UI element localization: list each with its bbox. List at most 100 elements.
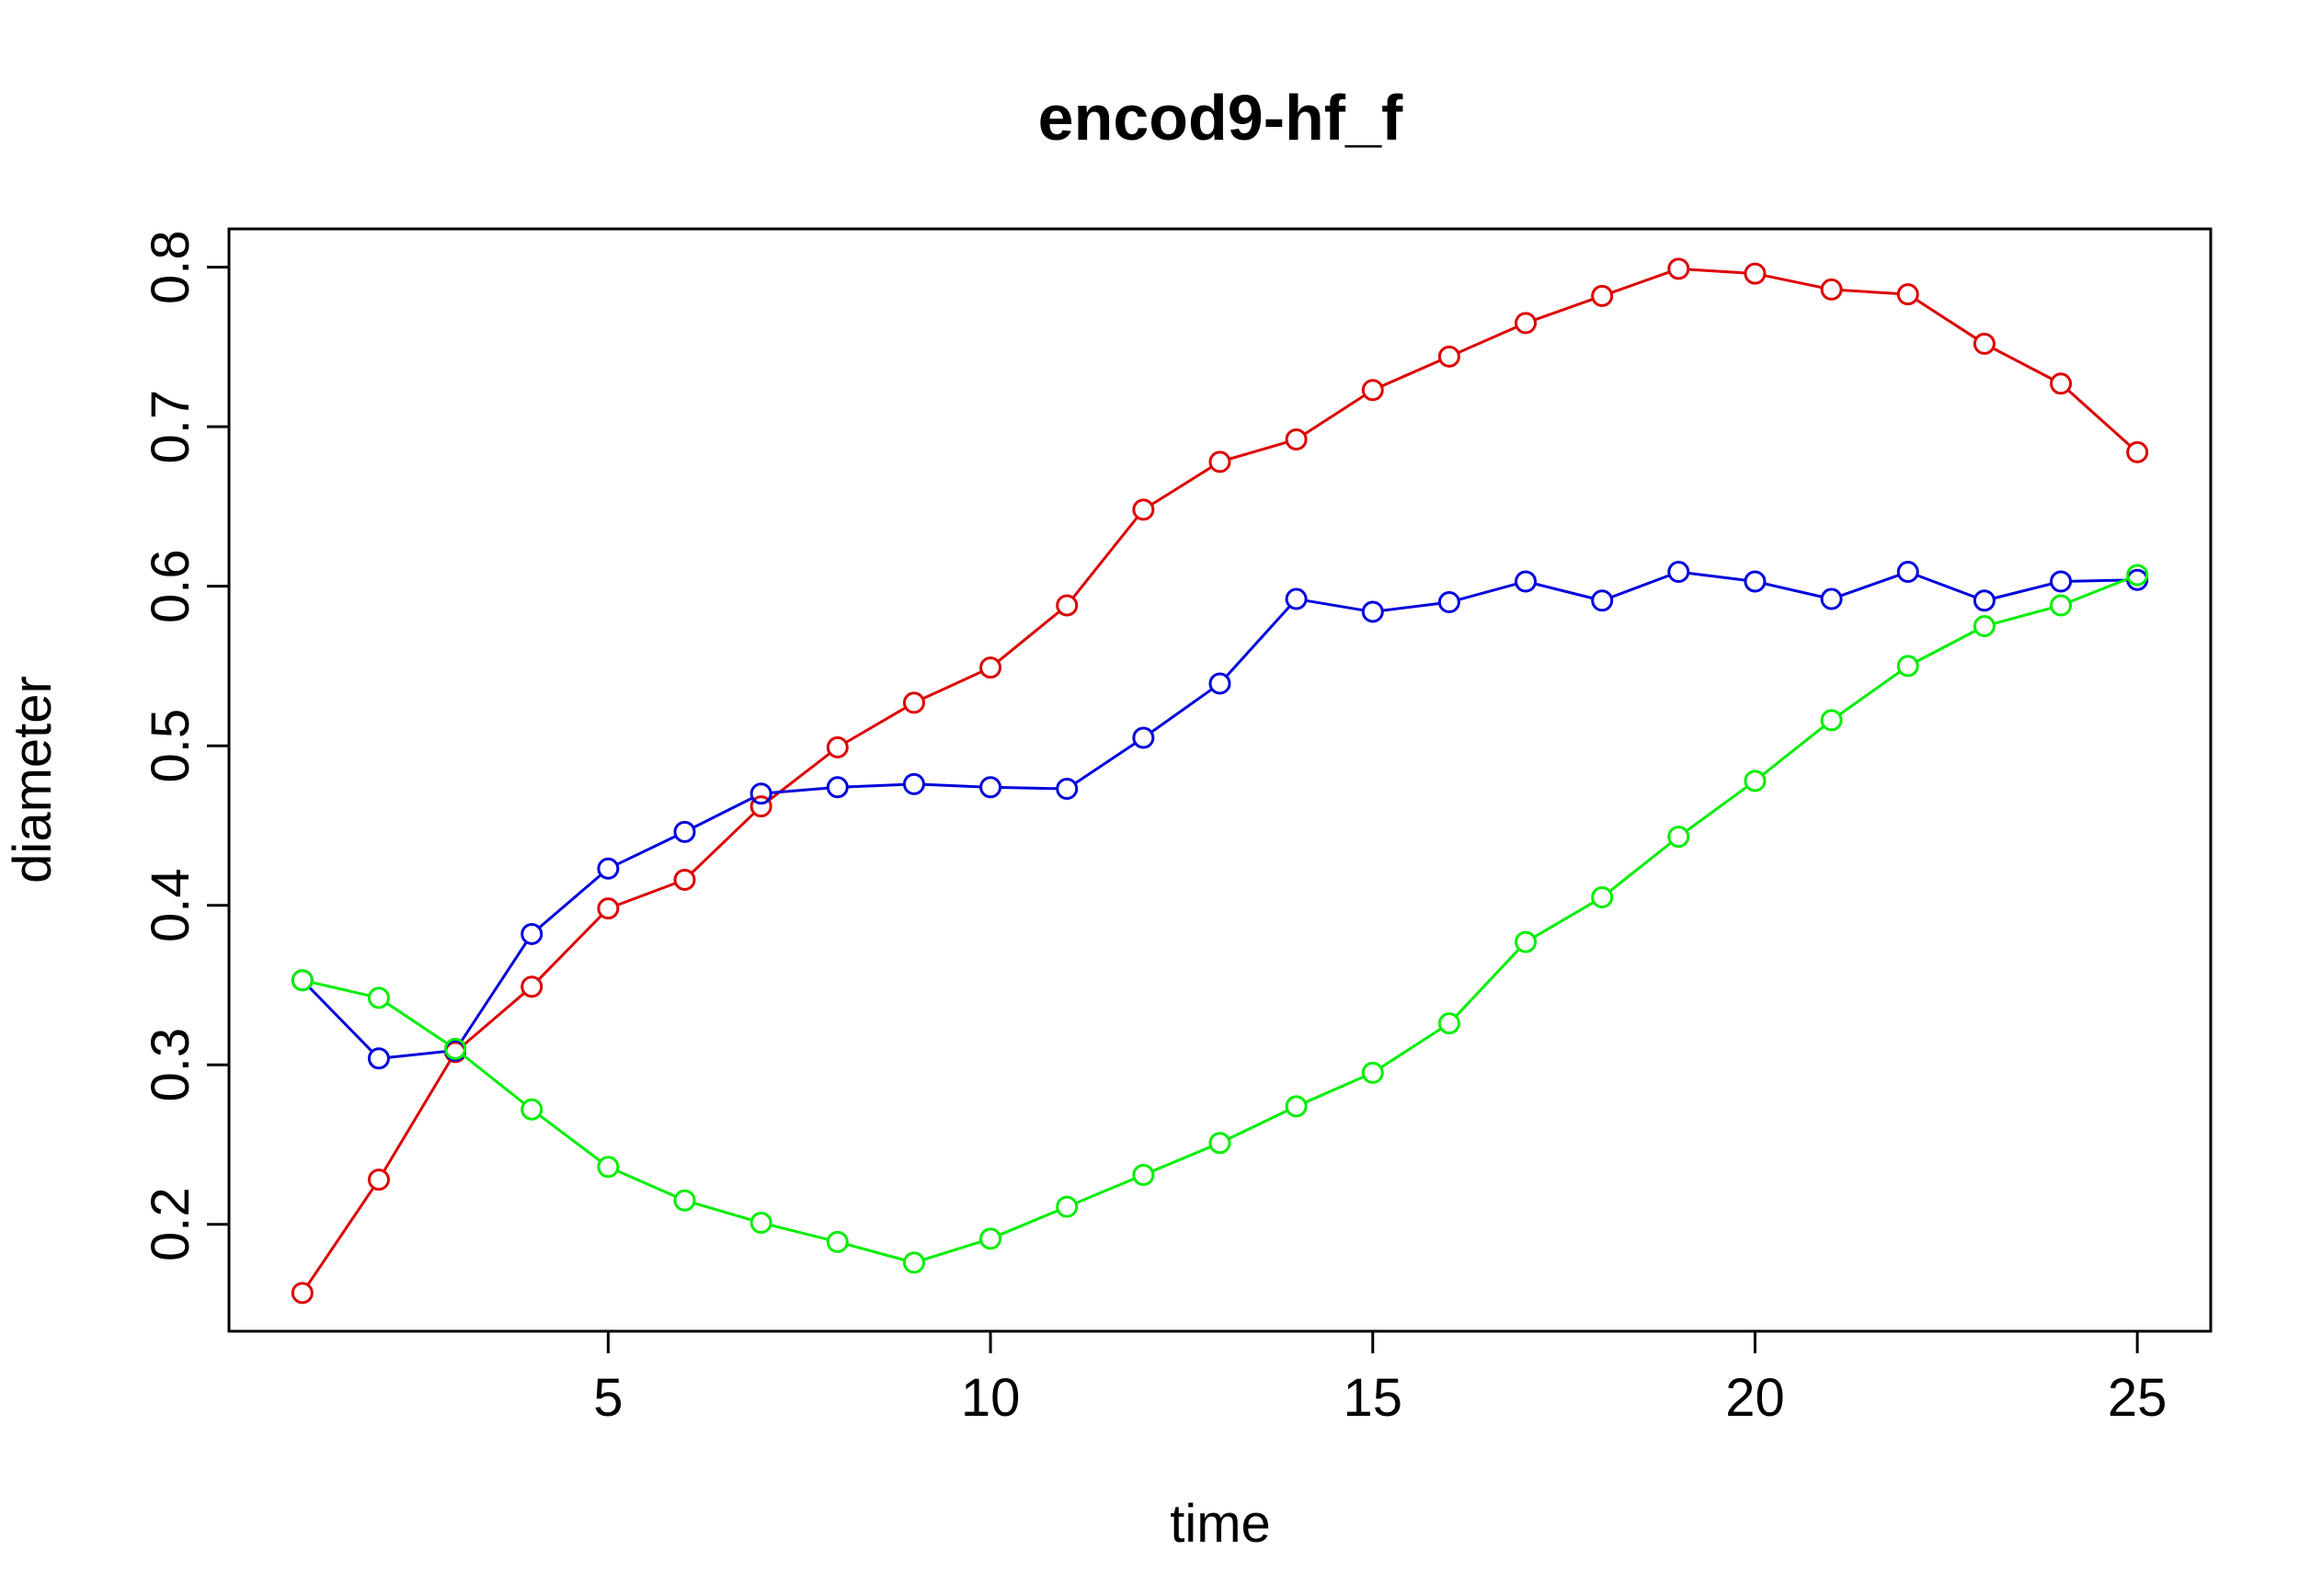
series-2-segment (1917, 574, 1975, 598)
series-2-point (367, 1047, 390, 1070)
x-tick-label: 10 (961, 1368, 1021, 1428)
series-1-point (2050, 372, 2073, 395)
series-2-point (673, 820, 696, 843)
series-3-point (1056, 1195, 1079, 1218)
series-1-segment (922, 670, 982, 700)
series-2-segment (1074, 742, 1136, 784)
series-1-segment (1765, 274, 1822, 290)
series-2-point (749, 782, 772, 805)
x-axis: 5 10 15 20 25 (593, 1329, 2167, 1428)
series-2-point (979, 776, 1002, 799)
series-3-segment (847, 1243, 905, 1261)
series-2-point (520, 922, 543, 945)
series-3-point (597, 1156, 620, 1179)
series-1-segment (1993, 347, 2053, 381)
series-2-point (2050, 570, 2073, 593)
series-3-segment (1305, 1076, 1364, 1104)
series-1-segment (1304, 394, 1365, 436)
y-tick-label: 0.4 (141, 868, 200, 942)
series-3-segment (923, 1240, 981, 1261)
series-1-segment (1072, 517, 1138, 598)
series-1-point (1896, 283, 1919, 306)
y-axis: 0.2 0.3 0.4 0.5 0.6 0.7 0.8 (141, 230, 231, 1261)
series-3-point (1591, 886, 1614, 909)
series-2-segment (538, 874, 601, 929)
series-2-segment (2071, 578, 2127, 583)
series-3-point (2050, 594, 2073, 617)
series-3-segment (1762, 725, 1824, 776)
series-3-segment (1076, 1177, 1135, 1204)
series-3-point (826, 1230, 849, 1253)
x-tick-label: 20 (1725, 1368, 1785, 1428)
series-3-segment (1916, 630, 1976, 663)
series-1-point (1744, 262, 1767, 285)
series-2-point (1132, 726, 1155, 749)
series-3-point (444, 1037, 467, 1060)
series-2-point (1973, 589, 1996, 612)
series-3-segment (771, 1224, 829, 1241)
series-1-segment (617, 882, 676, 906)
series-1-segment (1151, 466, 1212, 506)
series-3-segment (1380, 1028, 1442, 1068)
series-1-segment (538, 915, 602, 981)
y-tick-label: 0.8 (141, 230, 200, 304)
series-1-point (291, 1282, 314, 1305)
series-1-segment (462, 992, 525, 1047)
series-2-point (1667, 561, 1690, 584)
series-3-segment (1839, 670, 1901, 715)
plot-frame (227, 227, 2213, 1333)
y-tick-label: 0.6 (141, 549, 200, 623)
series-layer (291, 257, 2149, 1305)
series-1-point (1285, 428, 1308, 451)
series-3-point (1285, 1095, 1308, 1118)
series-3-point (367, 986, 390, 1009)
x-tick-label: 15 (1344, 1368, 1403, 1428)
series-2-segment (1383, 601, 1439, 612)
series-1-segment (1688, 268, 1745, 275)
series-3-point (1437, 1012, 1460, 1035)
series-3-point (1361, 1061, 1384, 1084)
series-3-point (520, 1098, 543, 1121)
series-2-segment (1306, 598, 1363, 612)
series-1-point (1437, 345, 1460, 368)
series-3-segment (1455, 948, 1520, 1017)
series-3-segment (463, 1054, 525, 1104)
series-1-point (1056, 594, 1079, 617)
series-1-segment (1842, 289, 1898, 295)
series-1-point (1361, 379, 1384, 402)
series-2-segment (1458, 583, 1516, 601)
series-1-segment (307, 1187, 374, 1285)
series-2-point (1896, 561, 1919, 584)
series-3-point (1744, 770, 1767, 792)
series-2-segment (1765, 582, 1822, 598)
series-2-point (1285, 587, 1308, 610)
series-1-point (1667, 257, 1690, 280)
series-2-segment (1840, 574, 1899, 598)
series-2-segment (1001, 786, 1057, 791)
series-1-point (1515, 312, 1538, 335)
series-2-segment (1150, 688, 1212, 734)
series-3-point (2126, 564, 2149, 587)
series-1-segment (691, 813, 755, 874)
series-1-point (1208, 450, 1231, 473)
series-1-point (2126, 440, 2149, 463)
series-1-segment (998, 610, 1060, 663)
chart-title: encod9-hf_f (1038, 82, 1403, 154)
series-1-point (367, 1168, 390, 1191)
series-2-segment (1688, 572, 1745, 582)
series-1-point (1973, 332, 1996, 355)
series-2-segment (1611, 574, 1670, 598)
series-1-point (1820, 278, 1843, 301)
series-2-point (1820, 587, 1843, 610)
series-1-segment (845, 706, 906, 744)
series-3-point (1896, 655, 1919, 678)
series-2-point (1515, 570, 1538, 593)
series-3-segment (694, 1202, 752, 1222)
series-2-segment (1535, 582, 1593, 599)
series-3-point (979, 1227, 1002, 1250)
series-2-point (1744, 570, 1767, 593)
series-2-point (597, 857, 620, 880)
y-axis-label: diameter (3, 676, 63, 884)
y-tick-label: 0.5 (141, 709, 200, 783)
series-2-point (1208, 672, 1231, 695)
